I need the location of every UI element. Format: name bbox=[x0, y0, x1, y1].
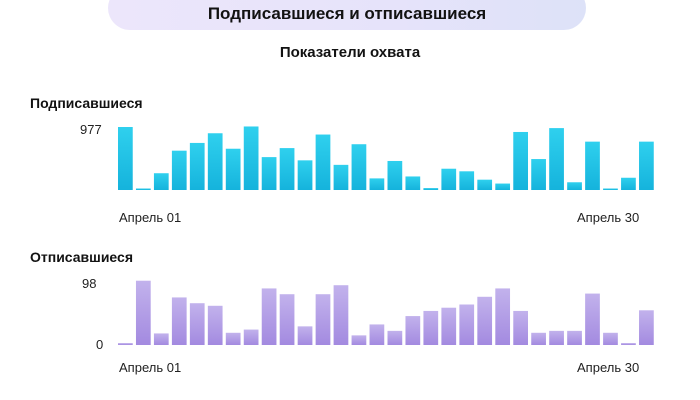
unsubscribed-bar-4 bbox=[171, 297, 187, 345]
subscribed-bar-13 bbox=[333, 164, 349, 190]
unsubscribed-bar-3 bbox=[153, 333, 169, 345]
unsubscribed-bar-14 bbox=[351, 335, 367, 345]
header-pill: Подписавшиеся и отписавшиеся bbox=[108, 0, 586, 30]
unsubscribed-bar-17 bbox=[405, 316, 421, 345]
subscribed-bar-25 bbox=[549, 128, 564, 190]
unsubscribed-bar-2 bbox=[135, 280, 151, 345]
unsubscribed-bar-9 bbox=[261, 288, 277, 345]
unsubscribed-bar-5 bbox=[189, 303, 205, 345]
unsubscribed-bar-22 bbox=[495, 288, 511, 345]
subscribed-bar-23 bbox=[513, 131, 528, 190]
subscribed-bars bbox=[118, 126, 654, 190]
unsubscribed-bars bbox=[118, 280, 654, 345]
subscribed-bar-14 bbox=[351, 144, 367, 190]
chart-subtitle: Показатели охвата bbox=[279, 44, 421, 61]
unsubscribed-xtick-start: Апрель 01 bbox=[119, 360, 182, 375]
subscribed-bar-24 bbox=[531, 159, 546, 190]
unsubscribed-bar-15 bbox=[369, 324, 385, 345]
subscribed-bar-15 bbox=[369, 178, 385, 190]
unsubscribed-bar-29 bbox=[621, 343, 636, 345]
subscribed-bar-4 bbox=[171, 150, 187, 190]
header-title: Подписавшиеся и отписавшиеся bbox=[207, 4, 487, 23]
unsubscribed-bar-13 bbox=[333, 285, 349, 345]
subscribed-bar-27 bbox=[585, 141, 600, 190]
subscribed-bar-19 bbox=[441, 168, 457, 190]
subscribed-title: Подписавшиеся bbox=[30, 95, 143, 111]
unsubscribed-title: Отписавшиеся bbox=[30, 249, 133, 265]
unsubscribed-bar-7 bbox=[225, 332, 241, 345]
subscribed-bar-26 bbox=[567, 182, 582, 190]
subscribed-bar-16 bbox=[387, 160, 403, 190]
unsubscribed-bar-11 bbox=[297, 326, 313, 345]
subscribed-bar-12 bbox=[315, 134, 331, 190]
subscribed-xtick-start: Апрель 01 bbox=[119, 210, 182, 225]
unsubscribed-bar-1 bbox=[118, 343, 133, 345]
unsubscribed-bar-25 bbox=[549, 330, 564, 345]
subscribed-bar-21 bbox=[477, 179, 493, 190]
subscribed-bar-18 bbox=[423, 188, 439, 190]
unsubscribed-bar-27 bbox=[585, 293, 600, 345]
subscribed-xtick-end: Апрель 30 bbox=[577, 210, 640, 225]
subscribed-bar-7 bbox=[225, 148, 241, 190]
subscribed-bar-11 bbox=[297, 160, 313, 190]
unsubscribed-ytick-zero: 0 bbox=[96, 337, 104, 352]
unsubscribed-bar-20 bbox=[459, 304, 475, 345]
unsubscribed-bar-26 bbox=[567, 330, 582, 345]
subscribed-bar-8 bbox=[243, 126, 259, 190]
unsubscribed-bar-23 bbox=[513, 310, 528, 345]
unsubscribed-bar-10 bbox=[279, 294, 295, 345]
subscribed-bar-2 bbox=[135, 188, 151, 190]
subscribed-ytick-max: 977 bbox=[80, 122, 102, 137]
subscribed-bar-10 bbox=[279, 148, 295, 190]
unsubscribed-ytick-max: 98 bbox=[82, 276, 97, 291]
unsubscribed-bar-28 bbox=[603, 332, 618, 345]
subscribed-bar-28 bbox=[603, 188, 618, 190]
subscribed-bar-9 bbox=[261, 157, 277, 190]
subscribed-bar-30 bbox=[639, 141, 654, 190]
unsubscribed-bar-12 bbox=[315, 294, 331, 345]
subscribed-bar-1 bbox=[118, 127, 133, 190]
unsubscribed-bar-19 bbox=[441, 307, 457, 345]
unsubscribed-xtick-end: Апрель 30 bbox=[577, 360, 640, 375]
subscribed-bar-6 bbox=[207, 133, 223, 190]
unsubscribed-bar-8 bbox=[243, 329, 259, 345]
unsubscribed-bar-6 bbox=[207, 305, 223, 345]
unsubscribed-bar-30 bbox=[639, 310, 654, 345]
unsubscribed-bar-18 bbox=[423, 310, 439, 345]
subscribed-bar-5 bbox=[189, 142, 205, 190]
subscribed-bar-22 bbox=[495, 183, 511, 190]
subscribed-bar-3 bbox=[153, 173, 169, 190]
unsubscribed-bar-16 bbox=[387, 330, 403, 345]
subscribed-bar-17 bbox=[405, 176, 421, 190]
unsubscribed-bar-21 bbox=[477, 296, 493, 345]
subscribed-bar-20 bbox=[459, 171, 475, 190]
unsubscribed-bar-24 bbox=[531, 332, 546, 345]
subscribed-bar-29 bbox=[621, 177, 636, 190]
